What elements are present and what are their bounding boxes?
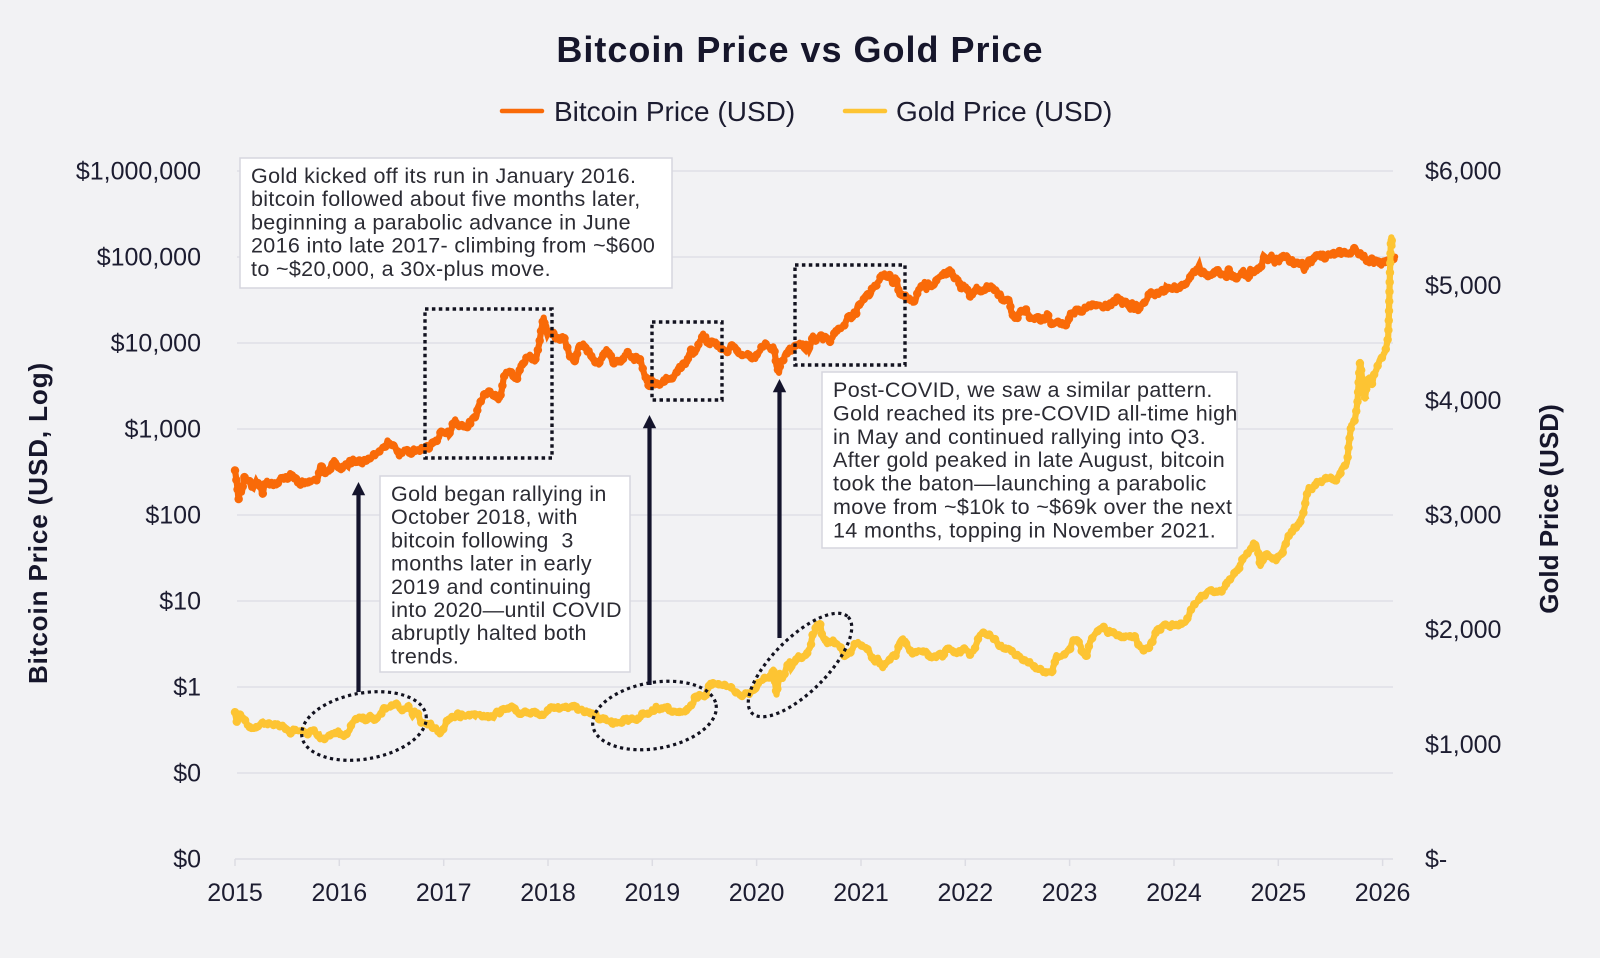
svg-text:$3,000: $3,000: [1425, 502, 1501, 530]
svg-text:2024: 2024: [1146, 879, 1202, 907]
svg-text:Gold reached its pre-COVID all: Gold reached its pre-COVID all-time high: [833, 401, 1238, 425]
svg-text:2025: 2025: [1250, 879, 1306, 907]
svg-text:2016: 2016: [311, 879, 367, 907]
svg-text:$1,000: $1,000: [125, 416, 201, 444]
svg-text:$0: $0: [173, 846, 201, 874]
svg-text:2016 into late 2017- climbing: 2016 into late 2017- climbing from ~$600: [251, 234, 655, 258]
svg-text:$2,000: $2,000: [1425, 616, 1501, 644]
svg-text:trends.: trends.: [391, 644, 459, 668]
svg-text:Bitcoin Price (USD): Bitcoin Price (USD): [554, 96, 795, 127]
svg-text:$10: $10: [159, 588, 201, 616]
svg-text:$1: $1: [173, 674, 201, 702]
svg-text:took the baton—launching a par: took the baton—launching a parabolic: [833, 472, 1207, 496]
svg-text:2026: 2026: [1355, 879, 1411, 907]
svg-text:2020: 2020: [729, 879, 785, 907]
svg-text:2019: 2019: [624, 879, 680, 907]
svg-text:Gold began rallying in: Gold began rallying in: [391, 482, 607, 506]
svg-text:2017: 2017: [416, 879, 472, 907]
svg-text:$10,000: $10,000: [111, 330, 201, 358]
svg-text:into 2020—until COVID: into 2020—until COVID: [391, 598, 622, 622]
svg-text:2021: 2021: [833, 879, 889, 907]
svg-text:Gold kicked off its run in Jan: Gold kicked off its run in January 2016.: [251, 164, 636, 188]
svg-text:$6,000: $6,000: [1425, 158, 1501, 186]
svg-text:14 months, topping in November: 14 months, topping in November 2021.: [833, 518, 1216, 542]
svg-text:2022: 2022: [937, 879, 993, 907]
svg-text:Bitcoin Price vs Gold Price: Bitcoin Price vs Gold Price: [556, 29, 1043, 70]
svg-text:bitcoin following 3: bitcoin following 3: [391, 528, 574, 552]
svg-text:2018: 2018: [520, 879, 576, 907]
svg-text:$100: $100: [145, 502, 201, 530]
svg-text:in May and continued rallying: in May and continued rallying into Q3.: [833, 425, 1206, 449]
svg-text:Post-COVID, we saw a similar p: Post-COVID, we saw a similar pattern.: [833, 378, 1213, 402]
svg-text:Gold Price (USD): Gold Price (USD): [1534, 404, 1564, 613]
svg-text:$0: $0: [173, 760, 201, 788]
svg-text:move from ~$10k to ~$69k over: move from ~$10k to ~$69k over the next: [833, 495, 1232, 519]
svg-text:$1,000: $1,000: [1425, 731, 1501, 759]
svg-text:abruptly halted both: abruptly halted both: [391, 621, 587, 645]
svg-text:beginning a parabolic advance: beginning a parabolic advance in June: [251, 210, 631, 234]
svg-text:$100,000: $100,000: [97, 244, 201, 272]
svg-text:2019 and continuing: 2019 and continuing: [391, 575, 591, 599]
svg-text:bitcoin followed about five mo: bitcoin followed about five months later…: [251, 187, 641, 211]
svg-text:2015: 2015: [207, 879, 263, 907]
svg-text:Gold Price (USD): Gold Price (USD): [896, 96, 1112, 127]
svg-text:$1,000,000: $1,000,000: [76, 158, 201, 186]
svg-text:$5,000: $5,000: [1425, 272, 1501, 300]
svg-text:$-: $-: [1425, 846, 1447, 874]
svg-text:months later in early: months later in early: [391, 552, 592, 576]
svg-text:Bitcoin Price (USD, Log): Bitcoin Price (USD, Log): [23, 362, 53, 684]
svg-text:$4,000: $4,000: [1425, 387, 1501, 415]
svg-text:After gold peaked in late Augu: After gold peaked in late August, bitcoi…: [833, 448, 1225, 472]
svg-text:2023: 2023: [1042, 879, 1098, 907]
svg-text:to ~$20,000, a 30x-plus move.: to ~$20,000, a 30x-plus move.: [251, 257, 551, 281]
svg-text:October 2018, with: October 2018, with: [391, 505, 578, 529]
